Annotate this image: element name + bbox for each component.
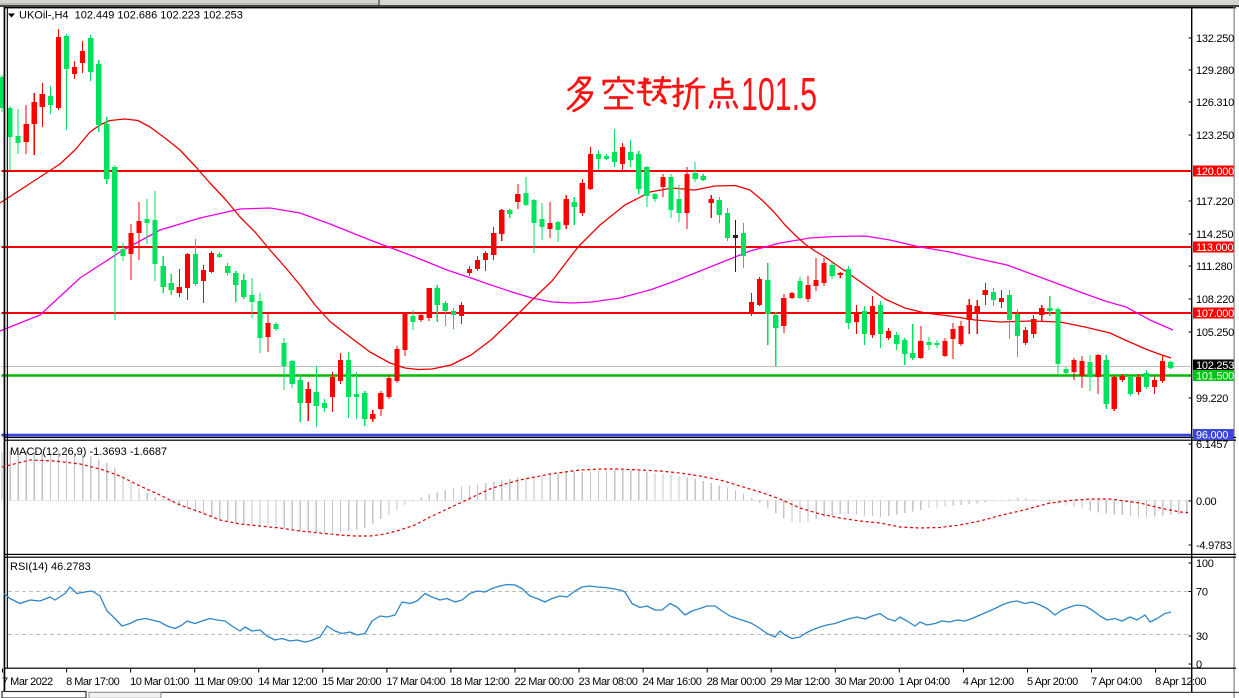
svg-text:4 Apr 12:00: 4 Apr 12:00 (963, 676, 1014, 688)
svg-text:1 Apr 04:00: 1 Apr 04:00 (899, 676, 950, 688)
svg-text:114.250: 114.250 (1196, 229, 1233, 241)
svg-text:100: 100 (1196, 558, 1214, 570)
svg-text:126.310: 126.310 (1196, 97, 1234, 109)
svg-text:18 Mar 12:00: 18 Mar 12:00 (450, 676, 509, 688)
svg-text:-4.9783: -4.9783 (1196, 540, 1232, 552)
svg-text:7 Mar 2022: 7 Mar 2022 (2, 676, 53, 688)
svg-text:14 Mar 12:00: 14 Mar 12:00 (258, 676, 317, 688)
svg-text:28 Mar 00:00: 28 Mar 00:00 (707, 676, 766, 688)
svg-text:105.250: 105.250 (1196, 327, 1234, 339)
svg-text:113.000: 113.000 (1196, 242, 1233, 254)
svg-text:15 Mar 20:00: 15 Mar 20:00 (322, 676, 381, 688)
svg-text:29 Mar 12:00: 29 Mar 12:00 (771, 676, 830, 688)
svg-text:24 Mar 16:00: 24 Mar 16:00 (643, 676, 702, 688)
svg-text:102.253: 102.253 (1196, 360, 1234, 372)
svg-text:99.220: 99.220 (1196, 393, 1228, 405)
svg-text:10 Mar 01:00: 10 Mar 01:00 (130, 676, 189, 688)
svg-text:5 Apr 20:00: 5 Apr 20:00 (1027, 676, 1078, 688)
svg-text:8 Mar 17:00: 8 Mar 17:00 (66, 676, 120, 688)
svg-text:30 Mar 20:00: 30 Mar 20:00 (835, 676, 894, 688)
svg-text:108.220: 108.220 (1196, 294, 1234, 306)
svg-text:107.000: 107.000 (1196, 308, 1234, 320)
svg-text:MACD(12,26,9) -1.3693 -1.6687: MACD(12,26,9) -1.3693 -1.6687 (10, 446, 167, 458)
svg-text:0.00: 0.00 (1196, 496, 1217, 508)
svg-text:30: 30 (1196, 631, 1208, 643)
svg-text:117.220: 117.220 (1196, 196, 1233, 208)
svg-text:7 Apr 04:00: 7 Apr 04:00 (1091, 676, 1142, 688)
svg-text:120.000: 120.000 (1196, 166, 1234, 178)
svg-text:96.000: 96.000 (1196, 430, 1228, 442)
svg-text:RSI(14) 46.2783: RSI(14) 46.2783 (10, 561, 91, 573)
svg-text:101.500: 101.500 (1196, 371, 1234, 383)
svg-text:111.280: 111.280 (1196, 261, 1233, 273)
svg-text:UKOil-,H4 102.449 102.686 102: UKOil-,H4 102.449 102.686 102.223 102.25… (19, 10, 243, 22)
svg-text:129.280: 129.280 (1196, 65, 1234, 77)
svg-text:6.1457: 6.1457 (1196, 439, 1228, 451)
svg-text:23 Mar 08:00: 23 Mar 08:00 (579, 676, 638, 688)
svg-text:101.5: 101.5 (741, 68, 817, 120)
svg-text:70: 70 (1196, 587, 1208, 599)
svg-text:17 Mar 04:00: 17 Mar 04:00 (386, 676, 445, 688)
svg-text:123.250: 123.250 (1196, 130, 1234, 142)
svg-text:8 Apr 12:00: 8 Apr 12:00 (1155, 676, 1206, 688)
svg-text:11 Mar 09:00: 11 Mar 09:00 (194, 676, 252, 688)
svg-text:22 Mar 00:00: 22 Mar 00:00 (515, 676, 574, 688)
svg-text:132.250: 132.250 (1196, 33, 1234, 45)
svg-text:0: 0 (1196, 659, 1202, 671)
